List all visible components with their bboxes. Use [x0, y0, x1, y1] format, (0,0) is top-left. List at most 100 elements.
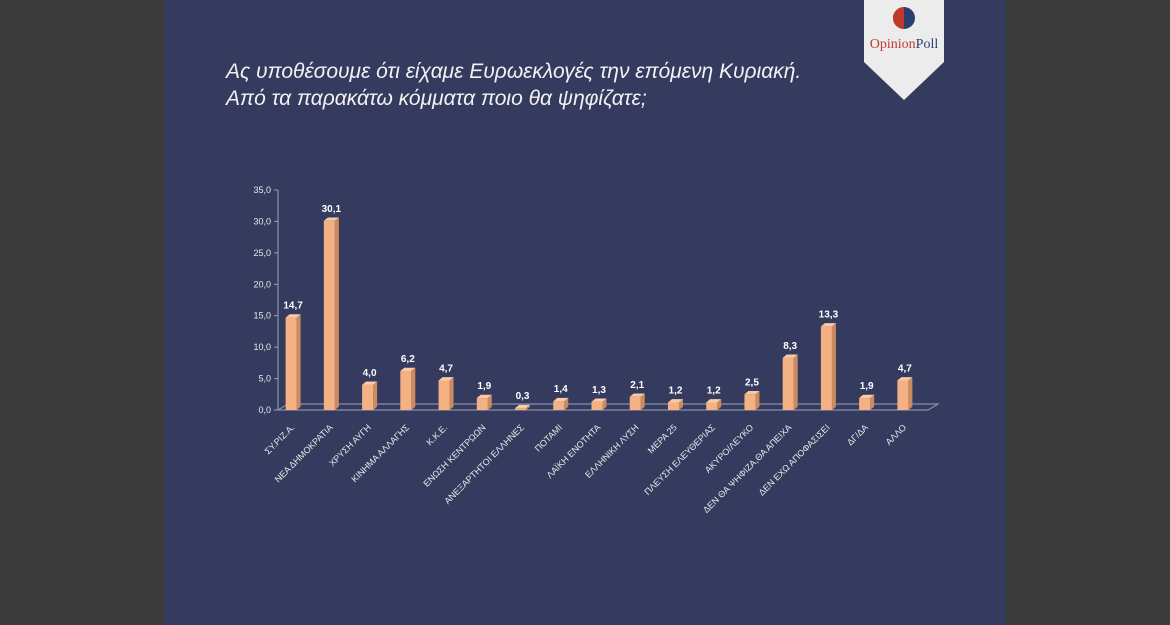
bar-side	[793, 354, 798, 410]
bar-side	[373, 381, 378, 410]
category-label: ΔΕΝ ΕΧΩ ΑΠΟΦΑΣΙΣΕΙ	[757, 422, 832, 497]
bar-side	[755, 390, 760, 410]
bar-side	[449, 377, 454, 410]
category-label: ΣΥ.ΡΙΖ.Α.	[263, 422, 297, 456]
bar-top	[285, 314, 301, 318]
bar	[515, 404, 531, 410]
bar-top	[591, 398, 607, 402]
y-tick-label: 20,0	[253, 279, 271, 289]
y-tick-label: 0,0	[258, 405, 271, 415]
bar-top	[438, 377, 454, 381]
bar	[897, 377, 913, 410]
bar	[706, 399, 722, 410]
bar-side	[831, 323, 836, 410]
bar-front	[285, 317, 297, 410]
bar-top	[323, 217, 339, 221]
y-tick-label: 35,0	[253, 185, 271, 195]
bar-side	[411, 367, 416, 410]
bar-top	[744, 390, 760, 395]
data-label: 4,0	[363, 368, 377, 379]
bar-front	[897, 380, 909, 410]
bar	[782, 354, 798, 410]
data-label: 1,9	[477, 381, 491, 392]
right-letterbox	[1006, 0, 1170, 625]
bar-top	[859, 394, 875, 399]
logo-text-opinion: Opinion	[870, 37, 916, 52]
bar	[820, 323, 836, 410]
bar-front	[629, 396, 641, 410]
data-label: 1,9	[860, 381, 874, 392]
bar-front	[782, 357, 794, 410]
bar-front	[400, 371, 412, 410]
y-tick-label: 25,0	[253, 248, 271, 258]
category-label: ΑΛΛΟ	[884, 422, 909, 447]
bar-top	[782, 354, 798, 358]
category-label: ΔΓ/ΔΑ	[845, 422, 870, 447]
bar-chart: 0,0 5,0 10,0 15,0 20,0 25,0 30,0 35,0 14,7 ΣΥ.ΡΙ…	[253, 185, 940, 515]
logo-text-poll: Poll	[916, 37, 939, 52]
chart-title-line-2: Από τα παρακάτω κόμματα ποιο θα ψηφίζατε…	[226, 87, 647, 110]
bar-side	[717, 399, 722, 410]
chart-bars	[285, 217, 913, 410]
left-letterbox	[0, 0, 164, 625]
bar-top	[667, 399, 683, 403]
data-label: 1,2	[707, 385, 721, 396]
bar	[400, 367, 416, 410]
bar-front	[667, 402, 679, 410]
logo-badge	[864, 0, 944, 100]
data-label: 8,3	[783, 341, 797, 352]
bar	[591, 398, 607, 410]
bar	[323, 217, 339, 410]
opinionpoll-logo: OpinionPoll	[864, 0, 944, 100]
chart-title: Ας υποθέσουμε ότι είχαμε Ευρωεκλογές την…	[226, 58, 866, 112]
y-tick-label: 30,0	[253, 216, 271, 226]
y-tick-label: 5,0	[258, 374, 271, 384]
bar	[667, 399, 683, 410]
bar-top	[553, 397, 569, 402]
bar	[362, 381, 378, 410]
bar-top	[362, 381, 378, 385]
bar-top	[515, 404, 531, 409]
logo-text: OpinionPoll	[870, 37, 939, 52]
category-label: ΠΛΕΥΣΗ ΕΛΕΥΘΕΡΙΑΣ	[642, 422, 717, 497]
data-label: 4,7	[439, 363, 453, 374]
data-label: 0,3	[516, 391, 530, 402]
bar-front	[476, 398, 488, 410]
bar-front	[820, 326, 832, 410]
category-label: ΠΟΤΑΜΙ	[533, 422, 564, 453]
bar-front	[438, 380, 450, 410]
bar-side	[678, 399, 683, 410]
data-label: 30,1	[322, 204, 342, 215]
data-label: 1,4	[554, 384, 568, 395]
bar-side	[334, 217, 339, 410]
bar-top	[400, 367, 416, 372]
data-label: 6,2	[401, 354, 415, 365]
data-label: 2,1	[630, 380, 644, 391]
bar	[438, 377, 454, 410]
bar-front	[553, 401, 565, 410]
bar	[476, 394, 492, 410]
bar-front	[744, 394, 756, 410]
bar-side	[526, 404, 531, 410]
bar-side	[564, 397, 569, 410]
data-label: 1,2	[669, 385, 683, 396]
category-label: ΑΝΕΞΑΡΤΗΤΟΙ ΕΛΛΗΝΕΣ	[442, 422, 526, 506]
category-label: ΜΕΡΑ 25	[646, 422, 679, 455]
data-label: 4,7	[898, 363, 912, 374]
bar-side	[908, 377, 913, 410]
bar-top	[706, 399, 722, 403]
data-label: 1,3	[592, 385, 606, 396]
data-label: 13,3	[819, 309, 839, 320]
bar-top	[476, 394, 492, 399]
y-tick-label: 15,0	[253, 311, 271, 321]
y-tick-label: 10,0	[253, 342, 271, 352]
bar-side	[296, 314, 301, 410]
bar-front	[706, 402, 718, 410]
bar-front	[362, 384, 374, 410]
slide: Ας υποθέσουμε ότι είχαμε Ευρωεκλογές την…	[164, 0, 1006, 625]
logo-circle-red-half	[893, 7, 904, 29]
bar-top	[820, 323, 836, 327]
bar	[859, 394, 875, 410]
data-label: 14,7	[283, 301, 303, 312]
